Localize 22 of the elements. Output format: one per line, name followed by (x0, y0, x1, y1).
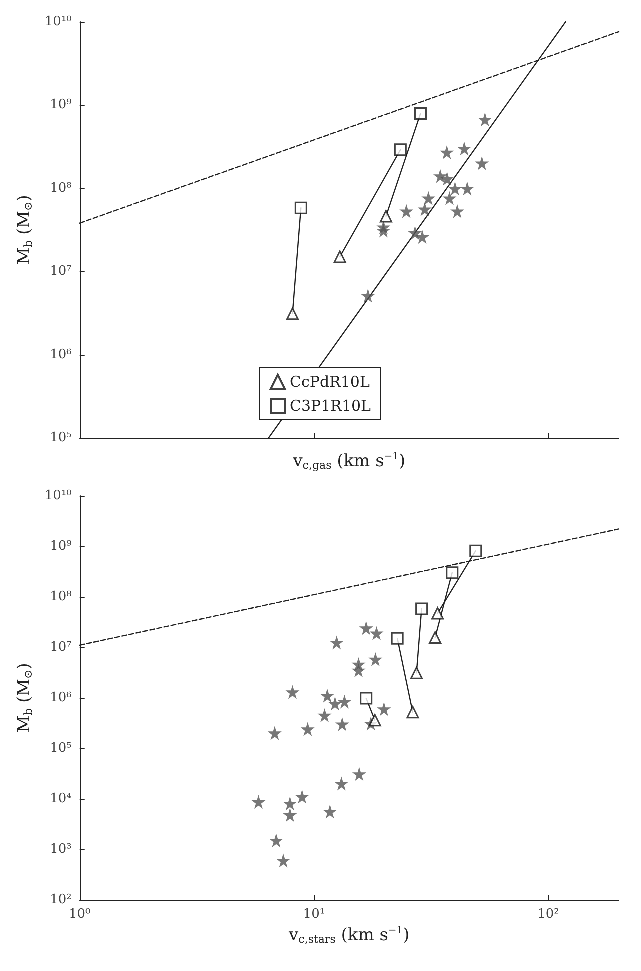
y-tick-label: 10¹⁰ (44, 488, 72, 504)
y-tick-label: 10¹⁰ (44, 14, 72, 30)
y-tick-label: 10⁵ (50, 741, 72, 756)
x-tick-label: 10⁰ (68, 907, 91, 922)
legend-label: CcPdR10L (290, 373, 370, 391)
y-axis-title: Mb (M⊙) (14, 663, 35, 733)
y-tick-label: 10⁹ (50, 98, 72, 113)
y-tick-label: 10⁷ (50, 640, 72, 655)
y-tick-label: 10⁷ (50, 264, 72, 280)
y-axis-title: Mb (M⊙) (14, 195, 35, 265)
x-tick-label: 10² (538, 907, 560, 922)
y-tick-label: 10⁶ (50, 347, 72, 362)
y-tick-label: 10⁸ (50, 590, 72, 604)
x-tick-label: 10¹ (303, 907, 326, 922)
y-tick-label: 10⁵ (50, 430, 72, 446)
y-tick-label: 10⁹ (50, 539, 72, 554)
y-tick-label: 10⁴ (50, 792, 72, 806)
y-tick-label: 10⁸ (50, 180, 72, 196)
y-tick-label: 10³ (50, 842, 72, 857)
legend-label: C3P1R10L (290, 397, 372, 415)
y-tick-label: 10² (50, 892, 72, 908)
y-tick-label: 10⁶ (50, 690, 72, 706)
